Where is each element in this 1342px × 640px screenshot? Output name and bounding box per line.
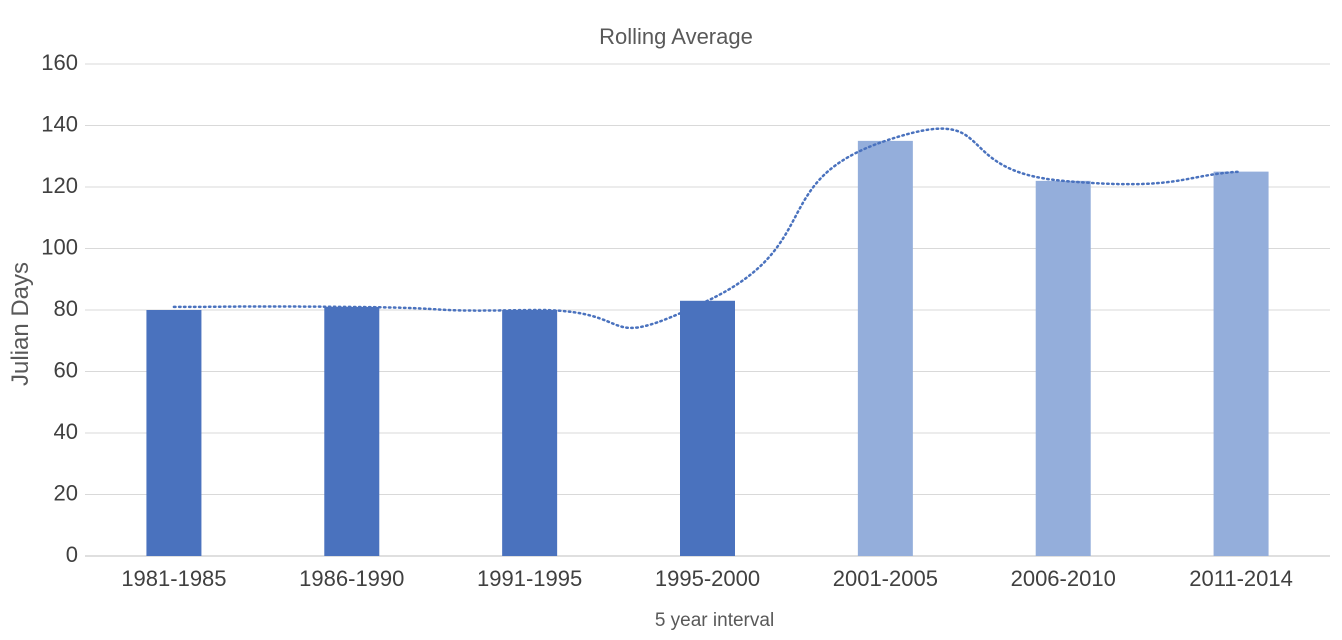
x-tick-label: 2006-2010 bbox=[1011, 566, 1116, 591]
y-tick-label: 20 bbox=[54, 480, 78, 505]
bar-2001-2005 bbox=[857, 140, 913, 556]
y-tick-label: 80 bbox=[54, 296, 78, 321]
bar-1995-2000 bbox=[680, 300, 735, 556]
tick-labels: 0 20 40 60 80 100 120 140 160 1981-1985 1986-1990 1… bbox=[41, 50, 1293, 591]
y-tick-label: 100 bbox=[41, 234, 78, 259]
y-tick-label: 140 bbox=[41, 111, 78, 136]
trendline bbox=[172, 127, 1243, 330]
x-tick-label: 1991-1995 bbox=[477, 566, 582, 591]
bar-1991-1995 bbox=[502, 310, 558, 556]
x-axis-label: 5 year interval bbox=[654, 610, 775, 631]
bars bbox=[146, 140, 1269, 556]
bar-2011-2014 bbox=[1213, 171, 1269, 556]
bar-1986-1990 bbox=[324, 306, 380, 556]
chart-title: Rolling Average bbox=[599, 24, 753, 49]
x-tick-label: 2001-2005 bbox=[833, 566, 938, 591]
x-tick-label: 1986-1990 bbox=[299, 566, 404, 591]
y-tick-label: 0 bbox=[66, 542, 78, 567]
bar-1981-1985 bbox=[146, 310, 202, 556]
x-tick-label: 1995-2000 bbox=[655, 566, 760, 591]
trendline-path bbox=[172, 127, 1243, 330]
y-tick-label: 120 bbox=[41, 173, 78, 198]
bar-2006-2010 bbox=[1035, 180, 1091, 556]
x-tick-label: 2011-2014 bbox=[1189, 566, 1293, 591]
y-tick-label: 160 bbox=[41, 50, 78, 75]
y-tick-label: 60 bbox=[54, 357, 78, 382]
x-tick-label: 1981-1985 bbox=[121, 566, 226, 591]
y-tick-label: 40 bbox=[54, 419, 78, 444]
